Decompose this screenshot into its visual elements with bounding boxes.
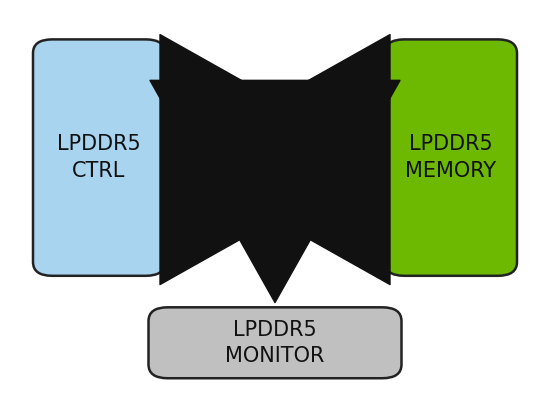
FancyBboxPatch shape: [33, 39, 165, 276]
Text: LPDDR5
MONITOR: LPDDR5 MONITOR: [226, 320, 324, 366]
FancyBboxPatch shape: [385, 39, 517, 276]
FancyBboxPatch shape: [148, 307, 402, 378]
Text: LPDDR5
MEMORY: LPDDR5 MEMORY: [405, 134, 497, 181]
Text: LPDDR5
CTRL: LPDDR5 CTRL: [57, 134, 141, 181]
